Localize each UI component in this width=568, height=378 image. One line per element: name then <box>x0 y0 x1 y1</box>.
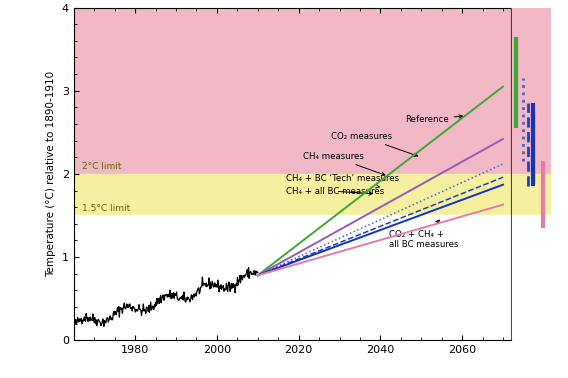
Y-axis label: Temperature (°C) relative to 1890-1910: Temperature (°C) relative to 1890-1910 <box>47 71 56 277</box>
Text: CO₂ measures: CO₂ measures <box>331 132 417 156</box>
Bar <box>511 215 551 340</box>
Bar <box>511 174 551 215</box>
Text: CO₂ + CH₄ +
all BC measures: CO₂ + CH₄ + all BC measures <box>389 220 458 249</box>
Text: 2°C limit: 2°C limit <box>82 161 122 170</box>
Text: CH₄ + all BC measures: CH₄ + all BC measures <box>286 187 385 196</box>
Text: 1.5°C limit: 1.5°C limit <box>82 204 130 213</box>
Text: CH₄ + BC ‘Tech’ measures: CH₄ + BC ‘Tech’ measures <box>286 174 399 188</box>
Text: CH₄ measures: CH₄ measures <box>303 152 385 175</box>
Text: Reference: Reference <box>405 115 462 124</box>
Bar <box>511 8 551 174</box>
